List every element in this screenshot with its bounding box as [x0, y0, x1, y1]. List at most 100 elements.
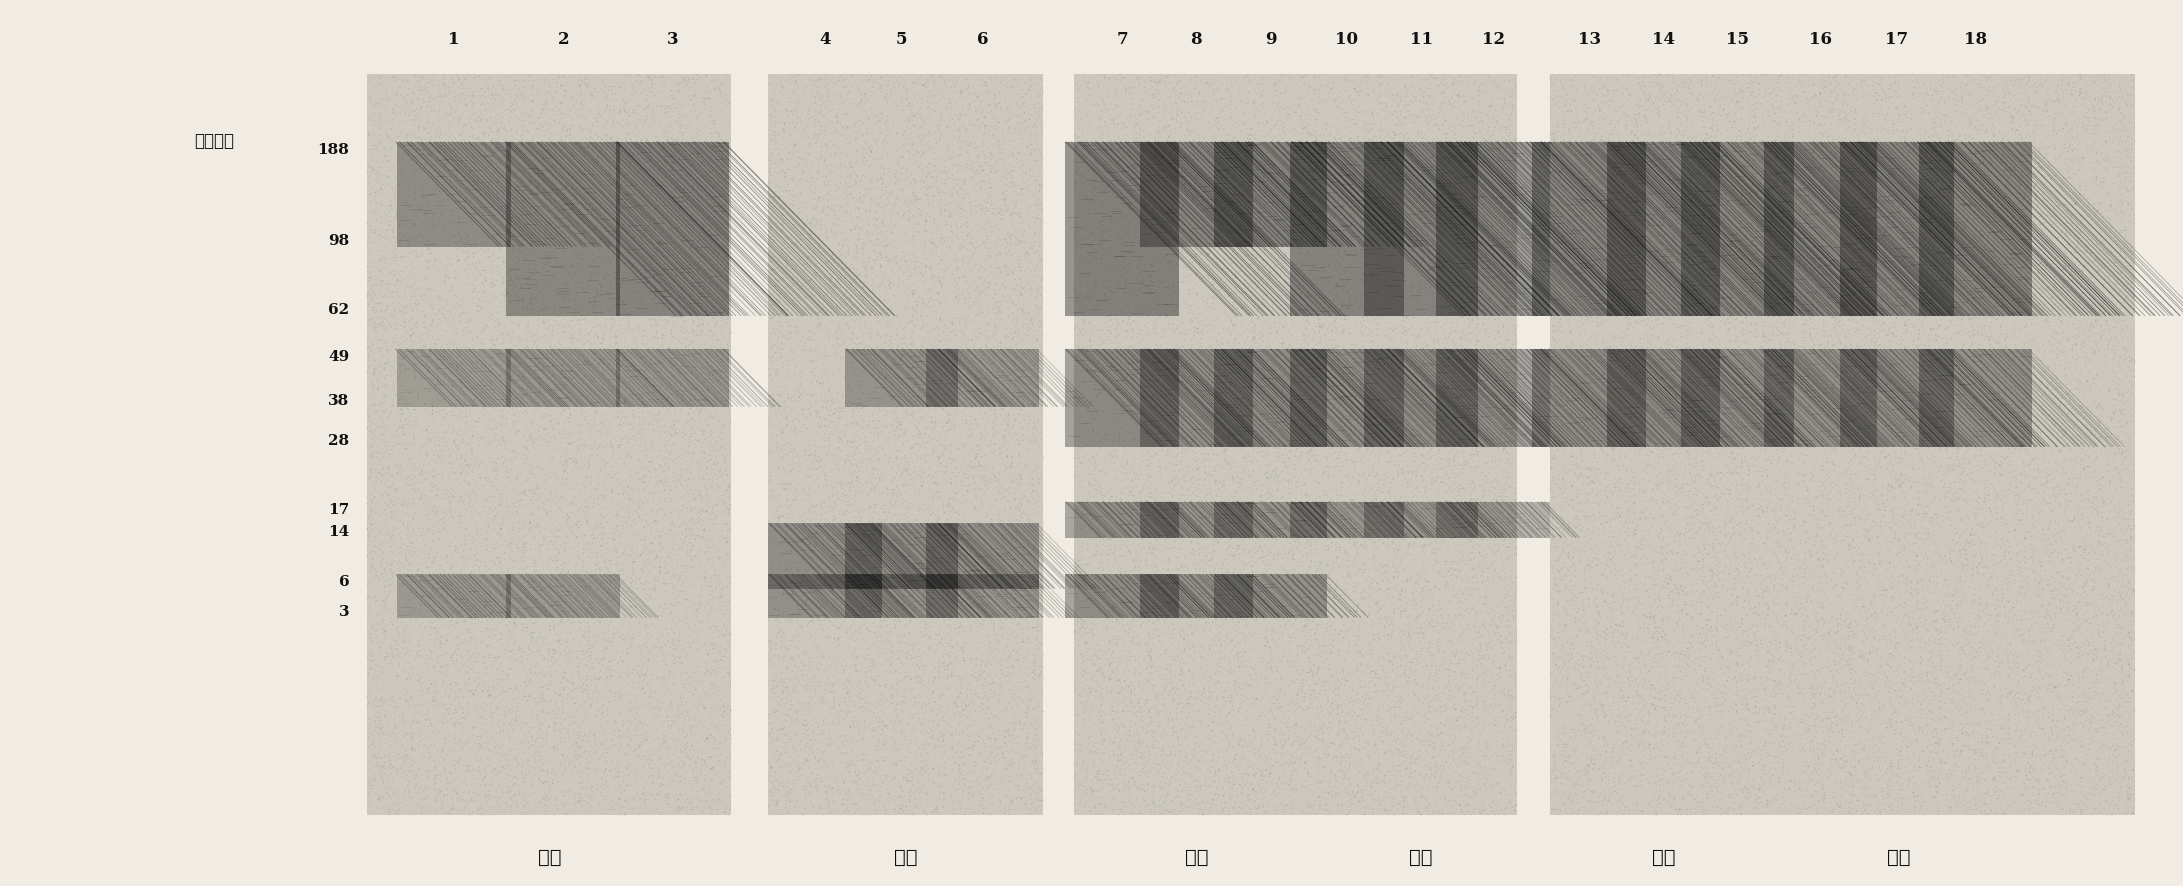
Point: [493, 540, 528, 555]
Point: [408, 356, 443, 370]
Point: [1744, 396, 1779, 410]
Point: [1273, 778, 1308, 792]
Point: [620, 116, 655, 130]
Point: [2019, 86, 2054, 100]
Point: [1242, 474, 1277, 488]
Point: [605, 678, 640, 692]
Point: [2076, 269, 2111, 284]
Point: [963, 516, 998, 530]
Point: [576, 483, 611, 497]
Point: [1657, 140, 1692, 154]
Point: [578, 633, 613, 648]
Point: [1674, 554, 1709, 568]
Point: [1928, 491, 1963, 505]
Point: [1954, 771, 1989, 785]
Point: [482, 556, 517, 570]
Point: [1251, 571, 1286, 585]
Point: [1124, 366, 1159, 380]
Point: [1340, 646, 1375, 660]
Point: [1740, 389, 1775, 403]
Point: [1467, 482, 1502, 496]
Point: [1026, 686, 1061, 700]
Point: [1371, 455, 1406, 470]
Point: [1268, 148, 1303, 162]
Point: [1323, 593, 1358, 607]
Point: [1620, 392, 1655, 406]
Point: [415, 501, 450, 516]
Point: [437, 484, 472, 498]
Point: [851, 719, 886, 734]
Point: [472, 401, 506, 416]
Point: [1236, 742, 1271, 756]
Point: [1360, 616, 1395, 630]
Point: [1714, 647, 1749, 661]
Point: [830, 597, 864, 611]
Point: [410, 402, 445, 416]
Point: [417, 208, 452, 222]
Point: [1692, 131, 1727, 145]
Point: [624, 500, 659, 514]
Point: [480, 188, 515, 202]
Point: [1563, 548, 1598, 562]
Point: [485, 487, 520, 501]
Point: [1467, 617, 1502, 631]
Point: [1605, 407, 1639, 421]
Point: [1321, 688, 1356, 703]
Point: [2028, 610, 2063, 625]
Point: [1768, 473, 1803, 487]
Point: [2002, 582, 2037, 596]
Point: [1759, 439, 1794, 453]
Point: [1179, 392, 1214, 406]
Point: [2072, 324, 2107, 338]
Point: [1244, 391, 1279, 405]
Point: [487, 574, 522, 588]
Point: [631, 68, 666, 82]
Point: [1015, 576, 1050, 590]
Point: [832, 551, 867, 565]
Point: [524, 626, 559, 641]
Point: [2113, 789, 2148, 803]
Point: [1233, 159, 1268, 173]
Point: [570, 198, 605, 212]
Point: [1773, 781, 1808, 795]
Point: [878, 621, 912, 635]
Point: [456, 267, 491, 281]
Point: [594, 178, 629, 192]
Point: [1587, 214, 1622, 229]
Point: [1550, 380, 1585, 394]
Point: [1089, 159, 1124, 174]
Point: [463, 185, 498, 199]
Point: [910, 370, 945, 385]
Point: [1930, 303, 1965, 317]
Point: [1159, 682, 1194, 696]
Point: [2030, 312, 2065, 326]
Point: [1755, 153, 1790, 167]
Point: [1067, 188, 1102, 202]
Point: [762, 556, 797, 571]
Point: [1677, 408, 1711, 422]
Point: [1196, 599, 1231, 613]
Point: [1842, 178, 1877, 192]
Point: [2069, 423, 2104, 437]
Point: [864, 362, 899, 377]
Point: [808, 81, 843, 95]
Point: [1164, 712, 1198, 727]
Point: [1877, 560, 1912, 574]
Point: [1295, 601, 1329, 615]
Point: [1314, 798, 1349, 812]
Point: [860, 315, 895, 329]
Point: [1384, 785, 1419, 799]
Point: [1580, 655, 1615, 669]
Point: [860, 145, 895, 159]
Point: [426, 673, 461, 688]
Point: [1474, 302, 1508, 316]
Point: [1471, 764, 1506, 778]
Point: [410, 214, 445, 228]
Point: [771, 332, 806, 346]
Point: [1131, 708, 1166, 722]
Point: [574, 699, 609, 713]
Point: [362, 233, 397, 247]
Point: [895, 640, 930, 654]
Point: [1266, 437, 1301, 451]
Point: [1242, 540, 1277, 555]
